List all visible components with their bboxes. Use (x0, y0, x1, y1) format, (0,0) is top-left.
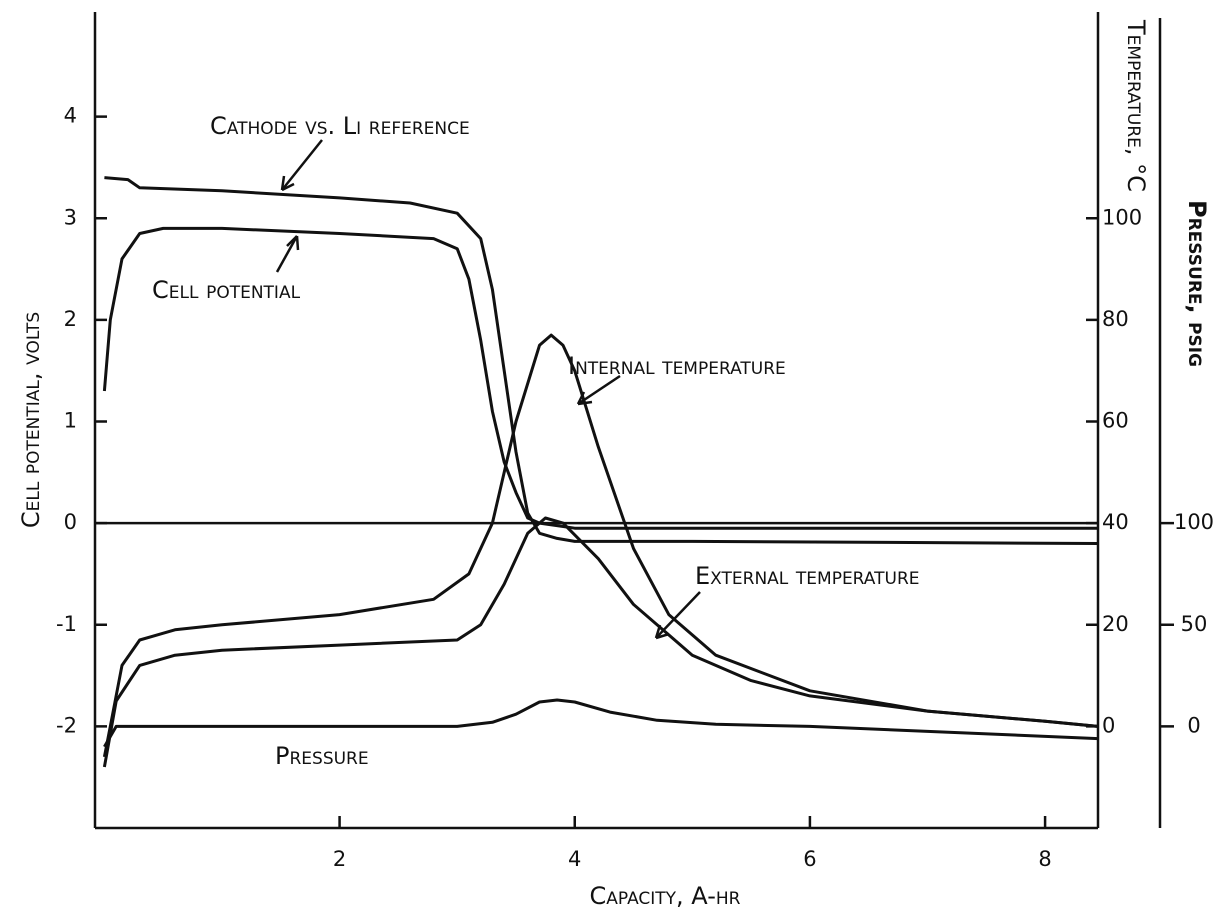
x-tick-label: 6 (803, 847, 816, 871)
y3-tick-label: 100 (1174, 510, 1214, 534)
y-tick-label: 0 (64, 510, 77, 534)
y-tick-label: 1 (64, 409, 77, 433)
series-line (102, 226, 1098, 530)
annotation: Internal temperature (568, 352, 786, 380)
annotation: Pressure (275, 742, 369, 770)
annotation: External temperature (695, 562, 920, 590)
y2-tick-label: 80 (1102, 307, 1129, 331)
x-tick-label: 2 (333, 847, 346, 871)
pressure-axis-label: Pressure, psig (1183, 200, 1211, 367)
x-tick-label: 8 (1038, 847, 1051, 871)
y2-tick-label: 40 (1102, 510, 1129, 534)
y2-tick-label: 100 (1102, 205, 1142, 229)
y-tick-label: -1 (56, 612, 77, 636)
annotation: Cathode vs. Li reference (210, 112, 470, 140)
y2-tick-label: 0 (1102, 713, 1115, 737)
y-tick-label: 3 (64, 205, 77, 229)
annotation: Cell potential (152, 276, 301, 304)
y-axis-label: Cell potential, volts (17, 312, 45, 528)
series-line (102, 516, 1099, 768)
y3-tick-label: 50 (1181, 612, 1208, 636)
x-axis-label: Capacity, A-hr (590, 882, 741, 910)
y2-tick-label: 20 (1102, 612, 1129, 636)
y2-tick-label: 60 (1102, 409, 1129, 433)
y-tick-label: 4 (64, 104, 77, 128)
y-tick-label: 2 (64, 307, 77, 331)
series-line (103, 698, 1099, 748)
x-tick-label: 4 (568, 847, 581, 871)
series-line (104, 176, 1099, 545)
y3-tick-label: 0 (1187, 713, 1200, 737)
y-tick-label: -2 (56, 713, 77, 737)
temperature-axis-label: Temperature, °C (1122, 19, 1150, 192)
series-line (102, 333, 1099, 758)
